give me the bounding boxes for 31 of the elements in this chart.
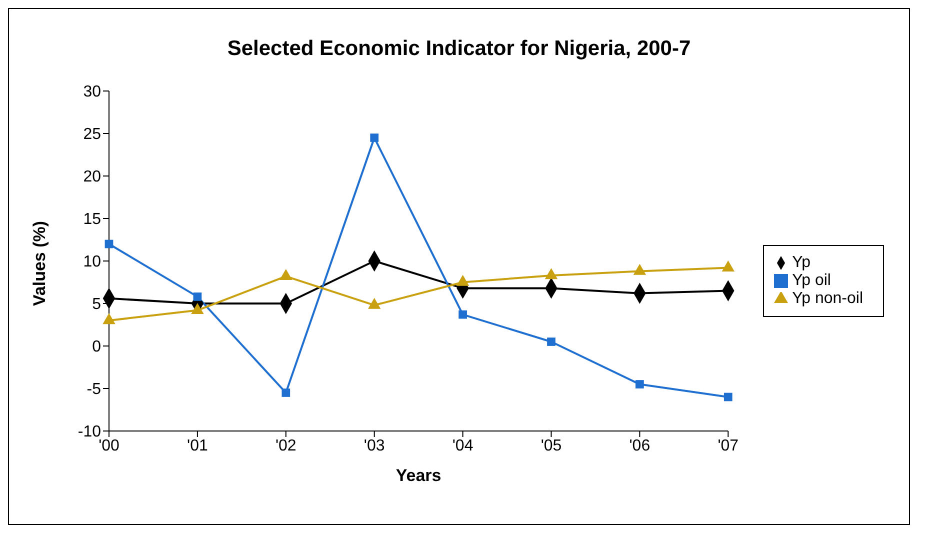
x-tick-label: '00 (98, 437, 120, 454)
point (724, 392, 732, 402)
point (282, 388, 290, 397)
y-tick-label: 0 (92, 338, 102, 356)
x-tick-label: '05 (540, 437, 562, 454)
legend-label: Yp oil (792, 272, 831, 289)
point (370, 134, 379, 142)
y-tick-label: 30 (83, 84, 102, 101)
y-tick-label: 20 (83, 168, 102, 186)
y-tick-label: -10 (78, 424, 102, 441)
y-tick-label: -5 (86, 381, 102, 398)
x-tick-label: '03 (364, 437, 385, 454)
point (458, 310, 467, 319)
y-tick-label: 10 (83, 254, 102, 271)
point (104, 240, 114, 248)
x-tick-label: '02 (275, 437, 296, 454)
point (636, 380, 644, 388)
y-tick-label: 15 (83, 211, 102, 228)
y-tick-label: 5 (92, 296, 102, 314)
legend-label: Yp non-oil (792, 290, 863, 307)
point (193, 292, 202, 301)
point (547, 338, 556, 346)
x-tick-label: '01 (187, 437, 208, 454)
legend-label: Yp (792, 254, 811, 271)
x-tick-label: '07 (718, 437, 739, 454)
chart-title: Selected Economic Indicator for Nigeria, 200-7 (226, 37, 692, 61)
x-axis-title: Years (396, 466, 442, 485)
x-tick-label: '06 (629, 437, 650, 454)
y-axis-title: Values (%) (30, 220, 50, 306)
x-tick-label: '04 (452, 437, 474, 454)
y-tick-label: 25 (83, 126, 102, 144)
